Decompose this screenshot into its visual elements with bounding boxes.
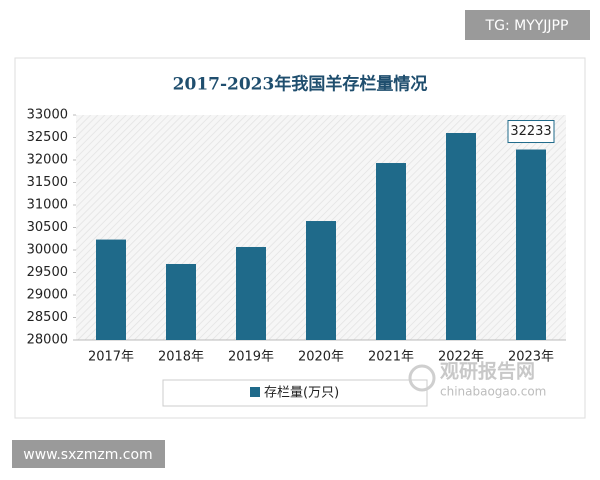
bar [376, 163, 406, 340]
x-tick-label: 2019年 [228, 350, 274, 365]
x-tick-label: 2018年 [158, 350, 204, 365]
watermark-logo [408, 364, 436, 392]
y-tick-label: 30000 [27, 243, 68, 258]
site-text: www.sxzmzm.com [23, 447, 152, 463]
bar [306, 221, 336, 340]
legend-swatch [250, 387, 260, 397]
y-tick-label: 31000 [27, 198, 68, 213]
tag-text: TG: MYYJJPP [485, 18, 569, 34]
legend-label: 存栏量(万只) [264, 386, 339, 401]
y-tick-label: 31500 [27, 175, 68, 190]
site-box [12, 440, 165, 468]
bar [516, 149, 546, 340]
y-tick-label: 33000 [27, 108, 68, 123]
data-label-box [507, 120, 555, 144]
bar [96, 239, 126, 340]
watermark-cn: 观研报告网 [440, 360, 535, 383]
x-tick-label: 2021年 [368, 350, 414, 365]
y-tick-label: 29500 [27, 265, 68, 280]
data-label: 32233 [510, 124, 551, 139]
x-tick-label: 2022年 [438, 350, 484, 365]
x-tick-label: 2023年 [508, 350, 554, 365]
y-tick-label: 32000 [27, 153, 68, 168]
chart-title: 2017-2023年我国羊存栏量情况 [173, 74, 428, 95]
tag-box [465, 10, 590, 40]
bar [236, 246, 266, 340]
watermark-en: chinabaogao.com [440, 385, 546, 399]
bar [446, 133, 476, 340]
legend-box [162, 379, 428, 407]
x-tick-label: 2017年 [88, 350, 134, 365]
y-tick-label: 32500 [27, 130, 68, 145]
y-tick-label: 29000 [27, 288, 68, 303]
bar [166, 263, 196, 340]
y-tick-label: 30500 [27, 220, 68, 235]
y-tick-label: 28000 [27, 333, 68, 348]
x-tick-label: 2020年 [298, 350, 344, 365]
y-tick-label: 28500 [27, 310, 68, 325]
